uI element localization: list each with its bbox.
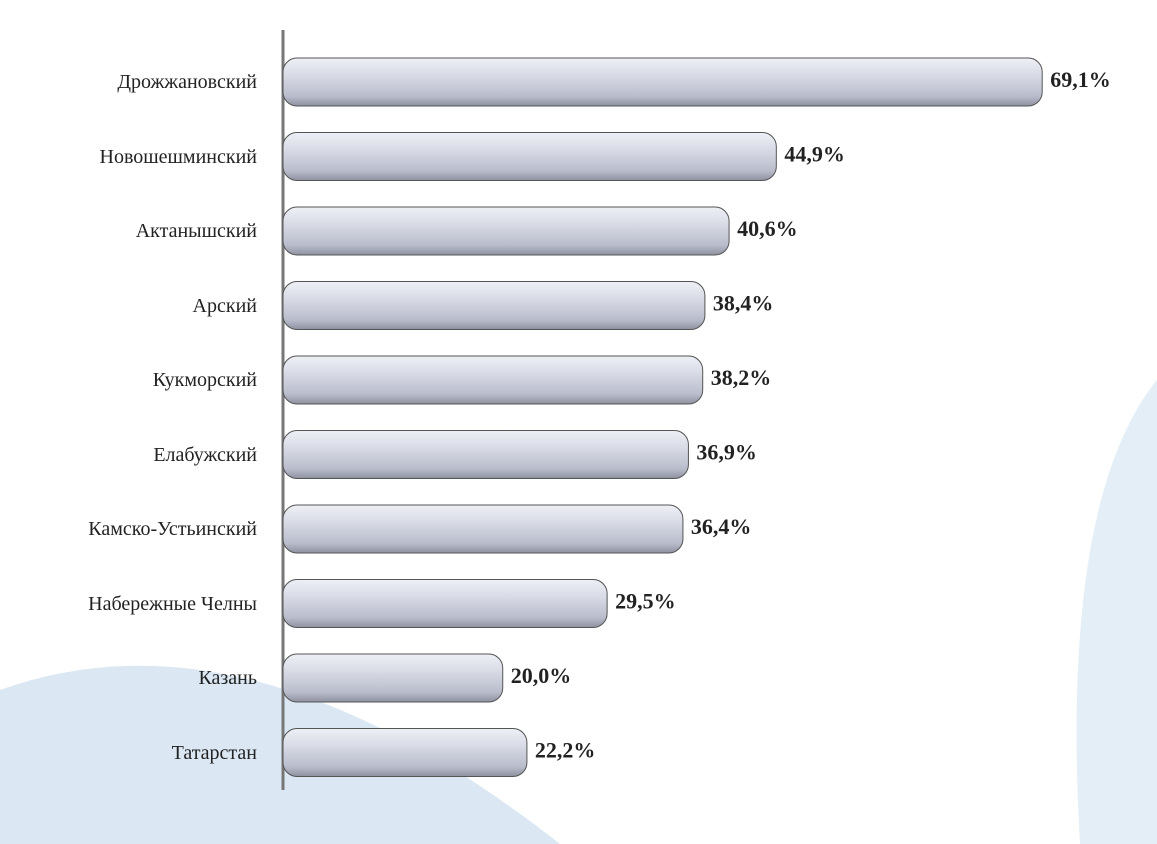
bar [282, 504, 684, 554]
bar [282, 355, 704, 405]
category-label: Камско-Устьинский [88, 518, 257, 540]
background-shape [0, 665, 560, 844]
category-label: Арский [192, 294, 257, 317]
value-label: 40,6% [737, 216, 798, 241]
category-label: Казань [198, 667, 257, 689]
category-label: Елабужский [153, 443, 257, 466]
category-label: Набережные Челны [88, 592, 257, 615]
bar [282, 579, 608, 628]
bar [282, 728, 528, 777]
background-shape [1076, 380, 1157, 844]
bar [282, 281, 706, 330]
category-label: Новошешминский [99, 145, 258, 168]
category-label: Дрожжановский [117, 71, 257, 93]
value-label: 29,5% [615, 589, 676, 614]
value-label: 69,1% [1050, 67, 1111, 92]
bar [282, 653, 504, 703]
value-label: 38,2% [711, 365, 772, 390]
value-label: 38,4% [713, 291, 774, 316]
category-label: Кукморский [152, 369, 257, 391]
bar [282, 132, 777, 181]
value-label: 36,9% [696, 440, 757, 465]
category-label: Актанышский [135, 220, 257, 242]
value-label: 20,0% [511, 663, 572, 688]
value-label: 22,2% [535, 738, 596, 763]
bar [282, 430, 689, 479]
value-label: 36,4% [691, 514, 752, 539]
bar [282, 57, 1043, 107]
value-label: 44,9% [784, 142, 845, 167]
category-label: Татарстан [171, 741, 257, 764]
bar [282, 206, 730, 256]
